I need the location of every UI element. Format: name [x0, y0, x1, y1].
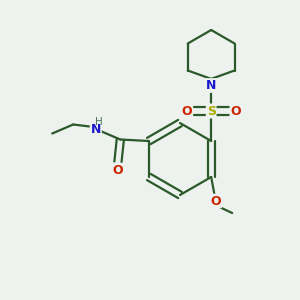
- Text: O: O: [181, 104, 192, 118]
- Text: O: O: [230, 104, 241, 118]
- Text: N: N: [206, 79, 216, 92]
- Text: H: H: [95, 117, 103, 128]
- Text: O: O: [210, 194, 221, 208]
- Text: O: O: [112, 164, 123, 177]
- Text: S: S: [207, 104, 216, 118]
- Text: N: N: [91, 122, 101, 136]
